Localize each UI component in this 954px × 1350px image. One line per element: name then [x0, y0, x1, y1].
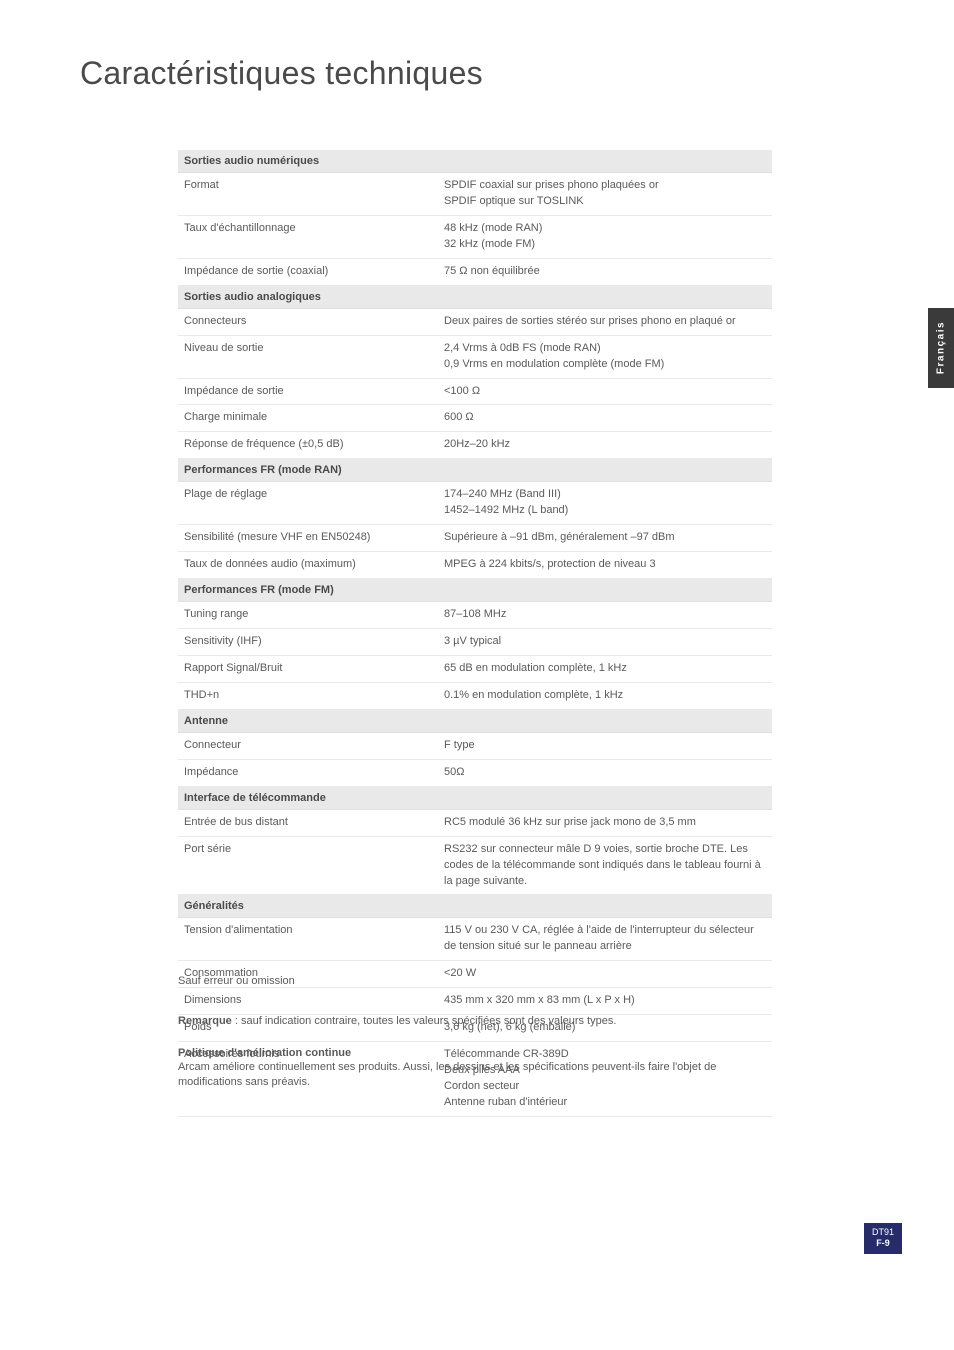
table-row: Charge minimale600 Ω — [178, 405, 772, 432]
spec-value: 600 Ω — [438, 405, 772, 432]
spec-label: Format — [178, 173, 438, 216]
spec-label: Sensitivity (IHF) — [178, 629, 438, 656]
spec-label: Impédance de sortie (coaxial) — [178, 258, 438, 285]
spec-value: 87–108 MHz — [438, 602, 772, 629]
spec-value: 2,4 Vrms à 0dB FS (mode RAN)0,9 Vrms en … — [438, 335, 772, 378]
spec-label: Taux de données audio (maximum) — [178, 552, 438, 579]
spec-label: Plage de réglage — [178, 482, 438, 525]
section-header-label: Antenne — [178, 709, 772, 732]
section-header: Antenne — [178, 709, 772, 732]
page-corner-box: DT91 F-9 — [864, 1223, 902, 1255]
spec-label: Taux d'échantillonnage — [178, 215, 438, 258]
section-header: Performances FR (mode FM) — [178, 579, 772, 602]
spec-value: Deux paires de sorties stéréo sur prises… — [438, 308, 772, 335]
table-row: ConnecteursDeux paires de sorties stéréo… — [178, 308, 772, 335]
section-header-label: Interface de télécommande — [178, 786, 772, 809]
table-row: Niveau de sortie2,4 Vrms à 0dB FS (mode … — [178, 335, 772, 378]
spec-label: Sensibilité (mesure VHF en EN50248) — [178, 525, 438, 552]
table-row: Plage de réglage174–240 MHz (Band III)14… — [178, 482, 772, 525]
table-row: Impédance de sortie<100 Ω — [178, 378, 772, 405]
spec-value: 20Hz–20 kHz — [438, 432, 772, 459]
spec-label: Impédance de sortie — [178, 378, 438, 405]
spec-label: Impédance — [178, 759, 438, 786]
table-row: Sensibilité (mesure VHF en EN50248)Supér… — [178, 525, 772, 552]
section-header: Interface de télécommande — [178, 786, 772, 809]
table-row: Tension d'alimentation115 V ou 230 V CA,… — [178, 918, 772, 961]
footnote-remark: Remarque : sauf indication contraire, to… — [178, 1014, 772, 1029]
section-header-label: Sorties audio numériques — [178, 150, 772, 173]
section-header-label: Performances FR (mode FM) — [178, 579, 772, 602]
table-row: Sensitivity (IHF)3 µV typical — [178, 629, 772, 656]
table-row: FormatSPDIF coaxial sur prises phono pla… — [178, 173, 772, 216]
spec-label: Dimensions — [178, 988, 438, 1015]
spec-label: Connecteur — [178, 732, 438, 759]
table-row: Dimensions435 mm x 320 mm x 83 mm (L x P… — [178, 988, 772, 1015]
table-row: Port sérieRS232 sur connecteur mâle D 9 … — [178, 836, 772, 895]
section-header-label: Sorties audio analogiques — [178, 285, 772, 308]
table-row: ConnecteurF type — [178, 732, 772, 759]
spec-value: 0.1% en modulation complète, 1 kHz — [438, 682, 772, 709]
spec-value: 115 V ou 230 V CA, réglée à l'aide de l'… — [438, 918, 772, 961]
spec-value: F type — [438, 732, 772, 759]
spec-label: Rapport Signal/Bruit — [178, 655, 438, 682]
spec-value: RC5 modulé 36 kHz sur prise jack mono de… — [438, 809, 772, 836]
corner-model: DT91 — [872, 1227, 894, 1238]
spec-label: Entrée de bus distant — [178, 809, 438, 836]
spec-label: Niveau de sortie — [178, 335, 438, 378]
spec-label: THD+n — [178, 682, 438, 709]
spec-label: Charge minimale — [178, 405, 438, 432]
spec-label: Port série — [178, 836, 438, 895]
section-header: Généralités — [178, 895, 772, 918]
specifications-table: Sorties audio numériquesFormatSPDIF coax… — [178, 150, 772, 1117]
spec-label: Réponse de fréquence (±0,5 dB) — [178, 432, 438, 459]
spec-value: <100 Ω — [438, 378, 772, 405]
spec-value: 174–240 MHz (Band III)1452–1492 MHz (L b… — [438, 482, 772, 525]
spec-value: Supérieure à –91 dBm, généralement –97 d… — [438, 525, 772, 552]
spec-value: 435 mm x 320 mm x 83 mm (L x P x H) — [438, 988, 772, 1015]
table-row: Taux de données audio (maximum)MPEG à 22… — [178, 552, 772, 579]
table-row: Réponse de fréquence (±0,5 dB)20Hz–20 kH… — [178, 432, 772, 459]
section-header: Performances FR (mode RAN) — [178, 459, 772, 482]
policy-body: Arcam améliore continuellement ses produ… — [178, 1060, 772, 1090]
section-header-label: Généralités — [178, 895, 772, 918]
table-row: Impédance50Ω — [178, 759, 772, 786]
table-row: THD+n0.1% en modulation complète, 1 kHz — [178, 682, 772, 709]
spec-value: 75 Ω non équilibrée — [438, 258, 772, 285]
spec-label: Connecteurs — [178, 308, 438, 335]
table-row: Taux d'échantillonnage48 kHz (mode RAN)3… — [178, 215, 772, 258]
spec-value: SPDIF coaxial sur prises phono plaquées … — [438, 173, 772, 216]
footnote-error: Sauf erreur ou omission — [178, 974, 772, 989]
spec-value: RS232 sur connecteur mâle D 9 voies, sor… — [438, 836, 772, 895]
policy-title: Politique d'amélioration continue — [178, 1046, 772, 1061]
section-header-label: Performances FR (mode RAN) — [178, 459, 772, 482]
remark-text: : sauf indication contraire, toutes les … — [232, 1015, 617, 1027]
table-row: Impédance de sortie (coaxial)75 Ω non éq… — [178, 258, 772, 285]
remark-label: Remarque — [178, 1015, 232, 1027]
language-side-tab: Français — [928, 308, 954, 388]
spec-value: 48 kHz (mode RAN)32 kHz (mode FM) — [438, 215, 772, 258]
section-header: Sorties audio analogiques — [178, 285, 772, 308]
page-title: Caractéristiques techniques — [80, 55, 483, 92]
spec-value: MPEG à 224 kbits/s, protection de niveau… — [438, 552, 772, 579]
corner-page: F-9 — [872, 1238, 894, 1249]
spec-value: 50Ω — [438, 759, 772, 786]
table-row: Rapport Signal/Bruit65 dB en modulation … — [178, 655, 772, 682]
spec-value: 3 µV typical — [438, 629, 772, 656]
table-row: Entrée de bus distantRC5 modulé 36 kHz s… — [178, 809, 772, 836]
spec-label: Tension d'alimentation — [178, 918, 438, 961]
table-row: Tuning range87–108 MHz — [178, 602, 772, 629]
section-header: Sorties audio numériques — [178, 150, 772, 173]
language-side-tab-label: Français — [936, 308, 947, 388]
spec-label: Tuning range — [178, 602, 438, 629]
spec-value: 65 dB en modulation complète, 1 kHz — [438, 655, 772, 682]
